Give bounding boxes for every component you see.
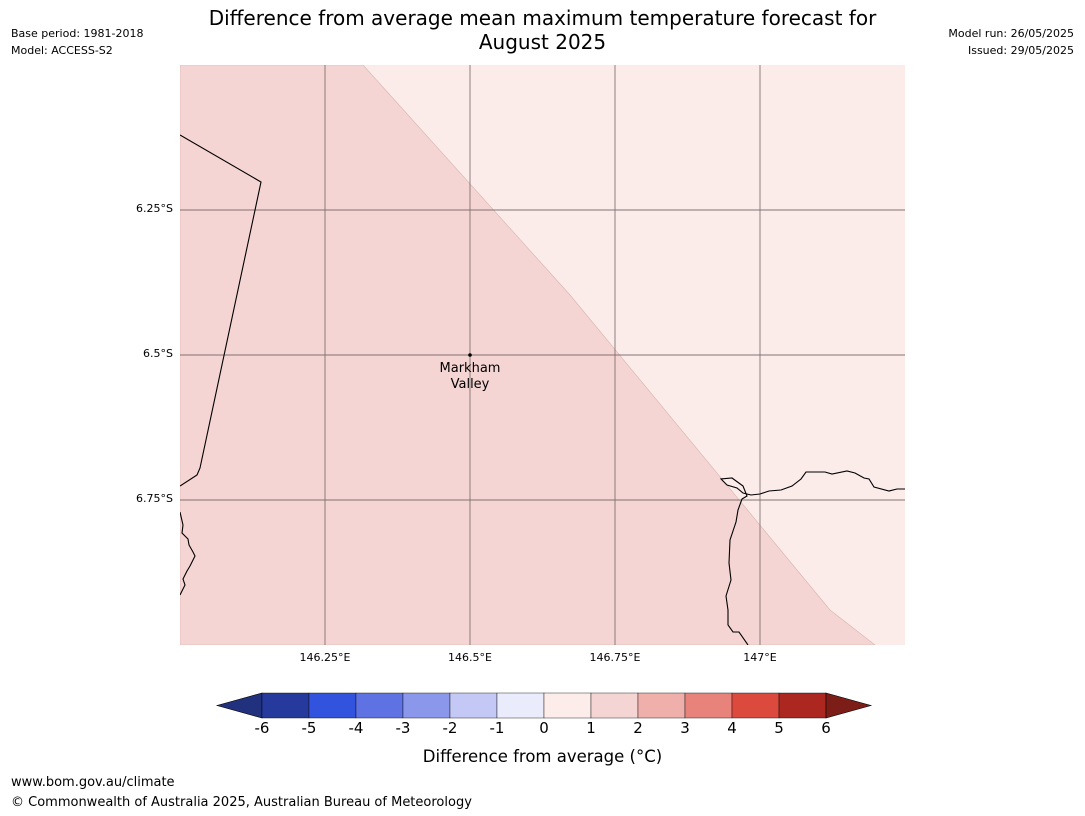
colorbar-segment xyxy=(684,692,733,719)
coastline xyxy=(180,134,905,645)
map-panel: Markham Valley xyxy=(180,65,905,645)
meta-right: Model run: 26/05/2025 Issued: 29/05/2025 xyxy=(948,25,1074,59)
lat-label-6-75: 6.75°S xyxy=(136,492,173,505)
colorbar-segment xyxy=(778,692,827,719)
place-label-line-2: Valley xyxy=(451,377,490,392)
colorbar-tick-label: 4 xyxy=(727,719,737,737)
base-period: Base period: 1981-2018 xyxy=(11,27,144,40)
model-run: Model run: 26/05/2025 xyxy=(948,27,1074,40)
footer-website: www.bom.gov.au/climate xyxy=(11,775,175,790)
colorbar-segment xyxy=(402,692,451,719)
colorbar-segment xyxy=(261,692,310,719)
chart-title: Difference from average mean maximum tem… xyxy=(0,6,1085,54)
model-name: Model: ACCESS-S2 xyxy=(11,44,113,57)
colorbar-title: Difference from average (°C) xyxy=(422,747,663,766)
place-label-line-1: Markham xyxy=(440,361,501,376)
colorbar-segment xyxy=(543,692,592,719)
colorbar-tick-label: -4 xyxy=(348,719,364,737)
colorbar-tick-label: 0 xyxy=(539,719,549,737)
issued-date: Issued: 29/05/2025 xyxy=(967,44,1074,57)
colorbar-segment xyxy=(731,692,780,719)
colorbar-extend-low xyxy=(215,692,263,719)
colorbar-segment xyxy=(308,692,357,719)
colorbar-segment xyxy=(449,692,498,719)
colorbar-tick-label: -6 xyxy=(254,719,270,737)
coast-west xyxy=(180,511,196,596)
colorbar-segment xyxy=(355,692,404,719)
lon-label-146-75: 146.75°E xyxy=(589,651,641,664)
colorbar-tick-label: 3 xyxy=(680,719,690,737)
colorbar-tick-label: -2 xyxy=(442,719,458,737)
footer-copyright: © Commonwealth of Australia 2025, Austra… xyxy=(11,795,472,810)
colorbar-tick-label: -3 xyxy=(395,719,411,737)
lat-label-6-25: 6.25°S xyxy=(136,202,173,215)
meta-left: Base period: 1981-2018 Model: ACCESS-S2 xyxy=(11,25,143,59)
colorbar-tick-label: 1 xyxy=(586,719,596,737)
coast-east xyxy=(719,470,905,645)
colorbar-tick-label: 5 xyxy=(774,719,784,737)
colorbar-tick-label: 6 xyxy=(821,719,831,737)
markham-valley-marker xyxy=(468,353,472,357)
lon-label-146-25: 146.25°E xyxy=(299,651,351,664)
colorbar xyxy=(215,692,873,719)
colorbar-segment xyxy=(590,692,639,719)
lon-label-147: 147°E xyxy=(743,651,777,664)
colorbar-segment xyxy=(637,692,686,719)
title-line-1: Difference from average mean maximum tem… xyxy=(208,6,877,30)
title-line-2: August 2025 xyxy=(478,30,607,54)
colorbar-tick-label: -1 xyxy=(489,719,505,737)
colorbar-extend-high xyxy=(825,692,873,719)
lat-label-6-5: 6.5°S xyxy=(143,347,173,360)
lon-label-146-5: 146.5°E xyxy=(448,651,492,664)
colorbar-tick-label: -5 xyxy=(301,719,317,737)
province-border xyxy=(180,134,262,487)
colorbar-segment xyxy=(496,692,545,719)
colorbar-tick-label: 2 xyxy=(633,719,643,737)
